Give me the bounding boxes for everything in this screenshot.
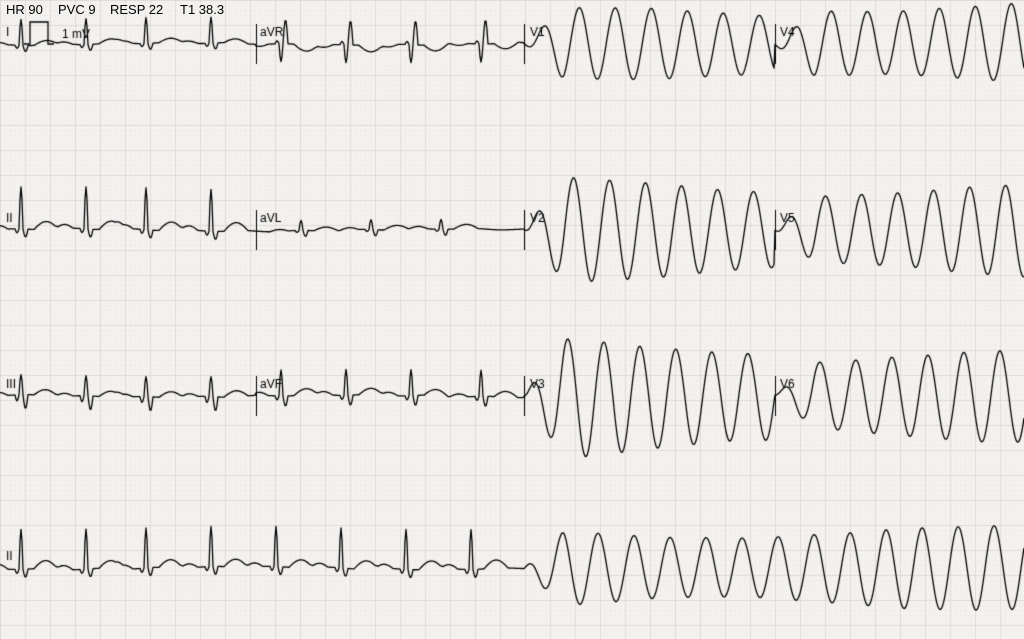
ecg-canvas xyxy=(0,0,1024,639)
vital-pvc: PVC 9 xyxy=(58,2,96,17)
vital-hr: HR 90 xyxy=(6,2,43,17)
ecg-strip: HR 90 PVC 9 RESP 22 T1 38.3 xyxy=(0,0,1024,639)
vital-temp: T1 38.3 xyxy=(180,2,224,17)
vital-resp: RESP 22 xyxy=(110,2,163,17)
